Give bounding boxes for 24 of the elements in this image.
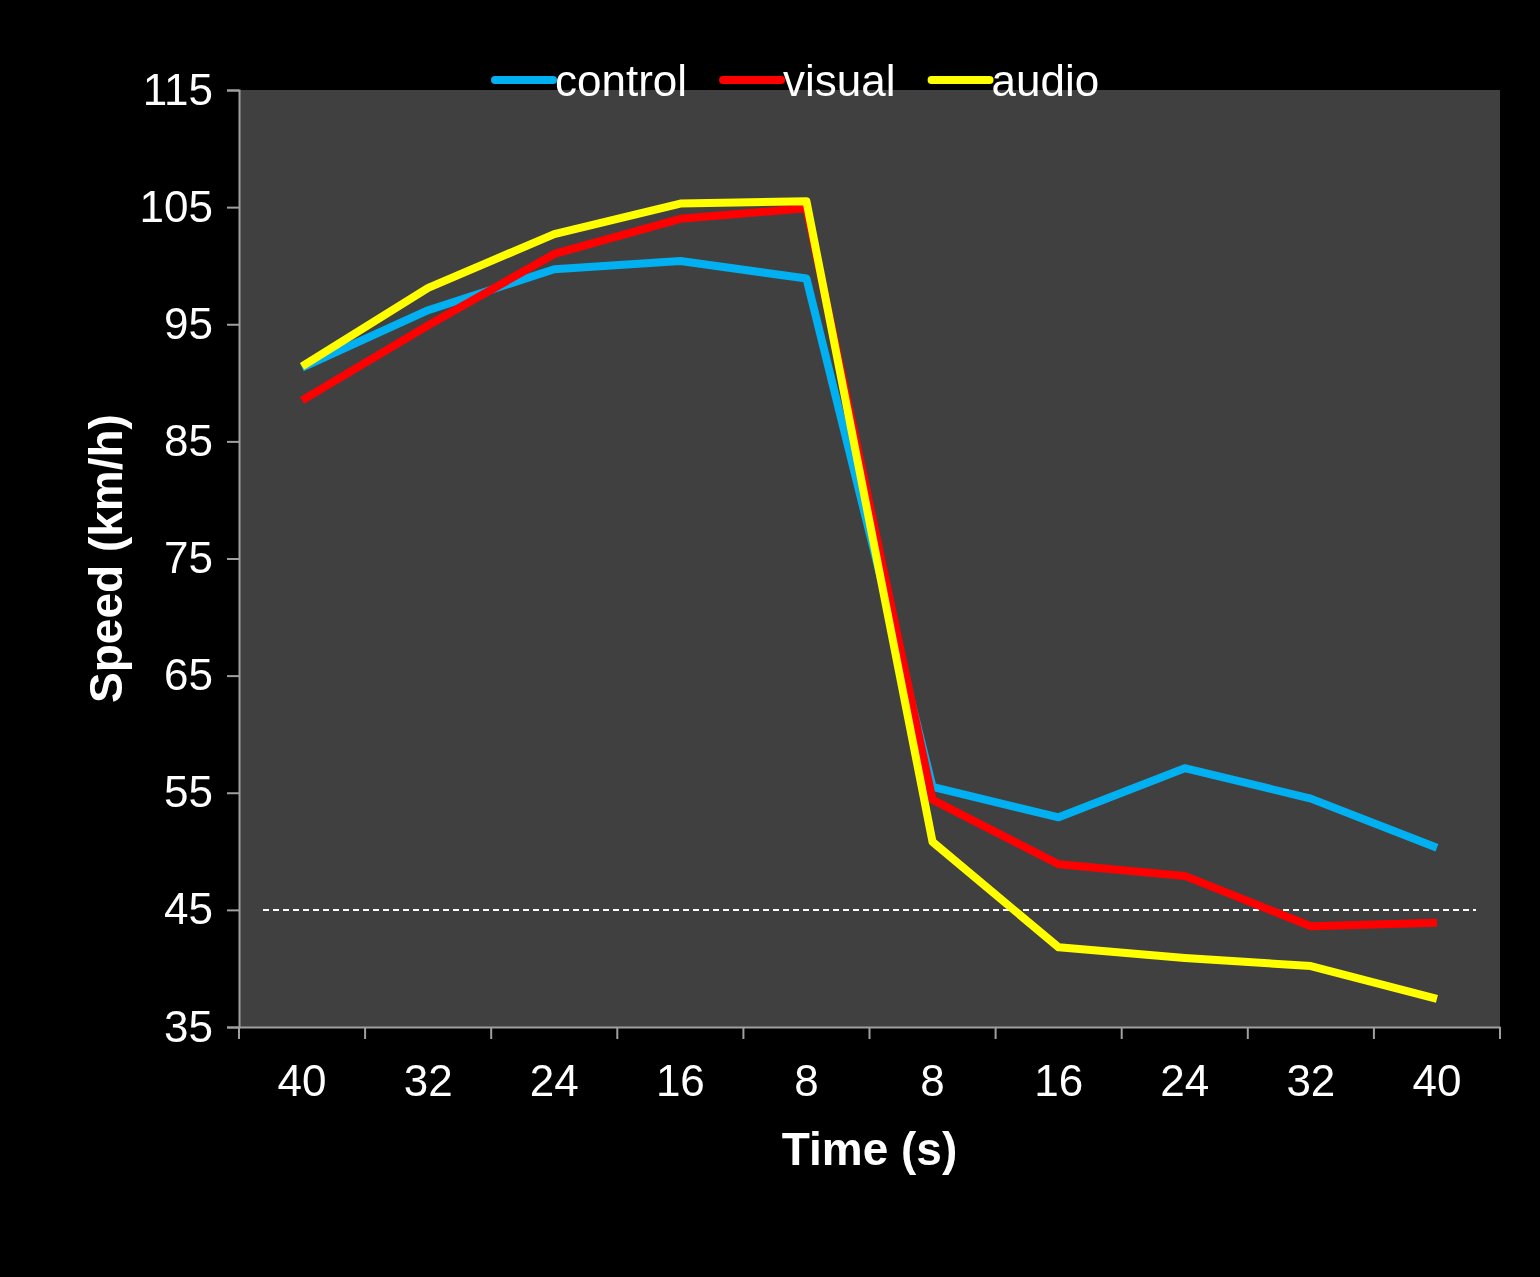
x-tick-label: 16: [1034, 1056, 1084, 1106]
legend-label: visual: [783, 56, 896, 105]
legend-label: control: [555, 56, 688, 105]
y-tick-label: 95: [164, 298, 213, 348]
x-tick-label: 40: [277, 1056, 327, 1106]
x-tick-label: 40: [1412, 1056, 1462, 1106]
legend-label: audio: [991, 56, 1100, 105]
y-tick-label: 115: [142, 64, 213, 114]
x-tick-label: 24: [529, 1056, 579, 1106]
y-tick-label: 65: [164, 650, 213, 700]
x-tick-label: 32: [403, 1056, 453, 1106]
y-tick-label: 55: [164, 767, 213, 817]
y-axis-title: Speed (km/h): [80, 414, 132, 703]
x-tick-label: 8: [920, 1056, 945, 1106]
x-tick-label: 16: [655, 1056, 705, 1106]
x-tick-label: 24: [1160, 1056, 1210, 1106]
x-tick-label: 32: [1286, 1056, 1336, 1106]
y-tick-label: 105: [139, 181, 213, 231]
x-axis-title: Time (s): [781, 1123, 958, 1175]
y-tick-label: 35: [164, 1001, 213, 1051]
y-tick-label: 85: [164, 415, 213, 465]
y-tick-label: 45: [164, 884, 213, 934]
x-tick-label: 8: [794, 1056, 819, 1106]
y-tick-label: 75: [164, 533, 213, 583]
